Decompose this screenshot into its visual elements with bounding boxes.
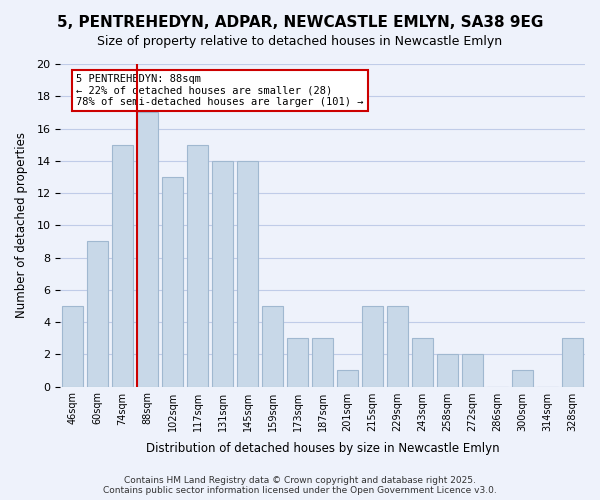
Bar bbox=[337, 370, 358, 386]
Bar bbox=[262, 306, 283, 386]
Bar bbox=[437, 354, 458, 386]
Bar bbox=[387, 306, 408, 386]
Bar bbox=[562, 338, 583, 386]
Text: Contains HM Land Registry data © Crown copyright and database right 2025.
Contai: Contains HM Land Registry data © Crown c… bbox=[103, 476, 497, 495]
Bar bbox=[512, 370, 533, 386]
Bar bbox=[362, 306, 383, 386]
Bar bbox=[112, 144, 133, 386]
Bar bbox=[462, 354, 483, 386]
Bar bbox=[312, 338, 333, 386]
Bar bbox=[212, 161, 233, 386]
Text: Size of property relative to detached houses in Newcastle Emlyn: Size of property relative to detached ho… bbox=[97, 35, 503, 48]
Bar bbox=[187, 144, 208, 386]
Bar bbox=[287, 338, 308, 386]
Bar bbox=[62, 306, 83, 386]
Bar bbox=[162, 177, 183, 386]
Text: 5, PENTREHEDYN, ADPAR, NEWCASTLE EMLYN, SA38 9EG: 5, PENTREHEDYN, ADPAR, NEWCASTLE EMLYN, … bbox=[57, 15, 543, 30]
Bar bbox=[137, 112, 158, 386]
Bar bbox=[237, 161, 258, 386]
Bar bbox=[87, 242, 108, 386]
Y-axis label: Number of detached properties: Number of detached properties bbox=[15, 132, 28, 318]
Text: 5 PENTREHEDYN: 88sqm
← 22% of detached houses are smaller (28)
78% of semi-detac: 5 PENTREHEDYN: 88sqm ← 22% of detached h… bbox=[76, 74, 364, 107]
Bar bbox=[412, 338, 433, 386]
X-axis label: Distribution of detached houses by size in Newcastle Emlyn: Distribution of detached houses by size … bbox=[146, 442, 499, 455]
